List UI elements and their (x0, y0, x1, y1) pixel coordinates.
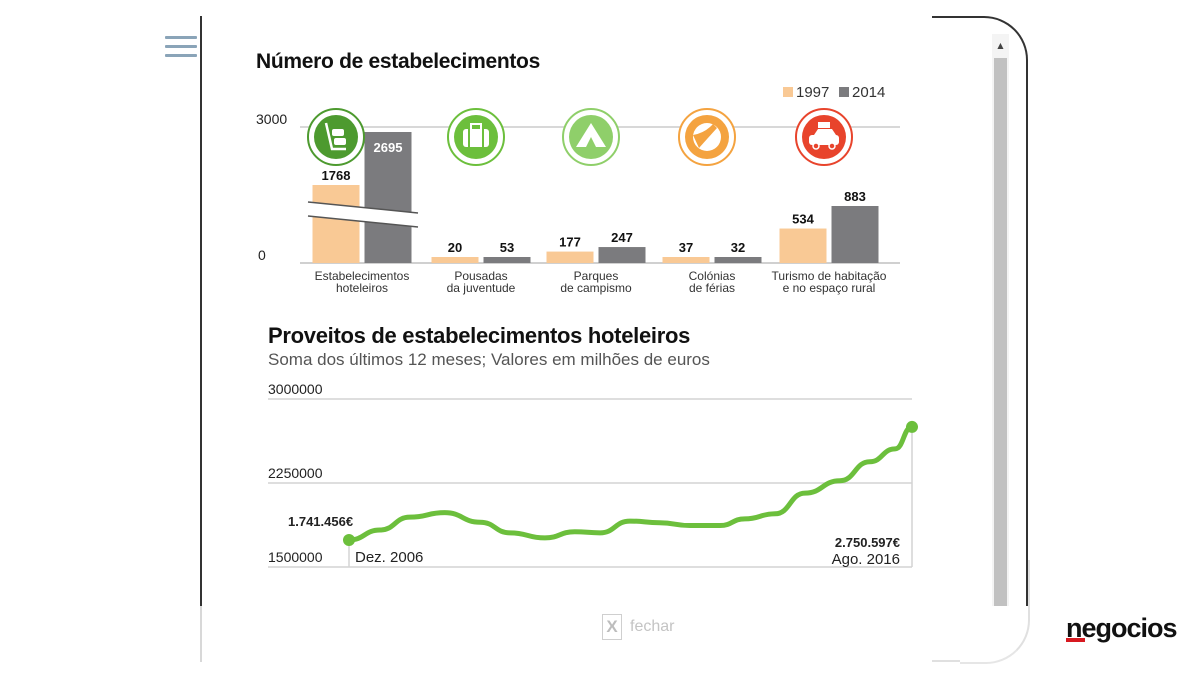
scroll-up-arrow-icon[interactable]: ▲ (997, 40, 1004, 50)
ball-stripe (693, 124, 717, 148)
x-category-label: Colónias (689, 269, 736, 283)
end-value-label: 2.750.597€ (835, 535, 900, 550)
luggage-cart-icon (314, 115, 358, 159)
bar-value-label: 1768 (322, 168, 351, 183)
bar-value-label: 2695 (374, 140, 403, 155)
y-tick-label: 2250000 (268, 465, 323, 481)
tent-glyph (576, 123, 606, 147)
axis-break-line (307, 201, 419, 214)
bar-value-label: 37 (679, 240, 693, 255)
menu-bar (165, 45, 197, 48)
x-category-label: Parques (574, 269, 619, 283)
x-category-label: Turismo de habitação (772, 269, 887, 283)
bar-value-label: 53 (500, 240, 514, 255)
x-category-label: hoteleiros (336, 281, 388, 295)
car-wheel (828, 142, 836, 150)
cart-glyph (324, 122, 346, 151)
scroll-thumb[interactable] (994, 58, 1007, 628)
logo-accent (1066, 638, 1085, 642)
modal-left-border-faded (200, 606, 202, 662)
bar-1997 (312, 185, 360, 263)
bar-2014 (831, 206, 879, 263)
line-chart-subtitle: Soma dos últimos 12 meses; Valores em mi… (268, 350, 710, 369)
bar-value-label: 247 (611, 230, 633, 245)
bar-1997 (546, 251, 594, 263)
suitcase-handle-glyph (470, 123, 482, 131)
start-value-label: 1.741.456€ (288, 514, 353, 529)
modal-footer (202, 606, 992, 666)
car-wheel (812, 142, 820, 150)
modal-right-border-faded (960, 560, 1030, 664)
bar-2014 (364, 132, 412, 263)
cart-box-glyph (332, 129, 344, 136)
menu-bar (165, 36, 197, 39)
series-line (346, 424, 915, 543)
bar-1997 (431, 257, 479, 263)
bar-1997 (779, 228, 827, 263)
y-tick-label: 3000 (256, 111, 287, 127)
start-point (343, 533, 355, 546)
legend-label-2014: 2014 (852, 84, 885, 101)
cart-box-glyph (334, 138, 346, 145)
x-end-label: Ago. 2016 (832, 551, 900, 568)
close-label: fechar (630, 618, 675, 635)
bar-2014 (598, 247, 646, 263)
x-category-label: Estabelecimentos (315, 269, 410, 283)
x-category-label: da juventude (447, 281, 516, 295)
y-tick-label: 0 (258, 247, 266, 263)
x-start-label: Dez. 2006 (355, 549, 423, 566)
bar-chart-title: Número de estabelecimentos (256, 50, 540, 73)
tent-door (586, 137, 596, 147)
axis-break-line (307, 215, 419, 228)
x-category-label: de férias (689, 281, 735, 295)
bar-value-label: 534 (792, 212, 814, 227)
vertical-scrollbar[interactable]: ▲ ▼ (992, 34, 1009, 644)
modal-left-border (200, 16, 202, 606)
suitcase-glyph (463, 129, 489, 147)
menu-bar (165, 54, 197, 57)
bar-value-label: 177 (559, 235, 581, 250)
bar-value-label: 883 (844, 189, 866, 204)
x-category-label: Pousadas (454, 269, 507, 283)
legend-swatch-1997 (783, 87, 793, 97)
bar-2014 (714, 257, 762, 263)
y-tick-label: 3000000 (268, 381, 323, 397)
car-roof-glyph (814, 129, 836, 135)
y-tick-label: 1500000 (268, 549, 323, 565)
end-point (906, 420, 918, 433)
bar-2014 (483, 257, 531, 263)
bar-value-label: 32 (731, 240, 745, 255)
bar-chart: 3000 0 1997 2014 1768 2695 Estabelecimentoshot… (256, 84, 900, 295)
legend-swatch-2014 (839, 87, 849, 97)
close-button[interactable]: X fechar (602, 614, 674, 640)
x-category-label: de campismo (560, 281, 632, 295)
axis-break (305, 202, 418, 227)
close-icon: X (602, 614, 622, 640)
line-chart-title: Proveitos de estabelecimentos hoteleiros (268, 323, 691, 348)
car-luggage-glyph (818, 122, 830, 128)
bar-1997 (662, 257, 710, 263)
x-category-label: e no espaço rural (783, 281, 876, 295)
hamburger-menu-button[interactable] (165, 36, 197, 60)
bar-value-label: 20 (448, 240, 462, 255)
legend-label-1997: 1997 (796, 84, 829, 101)
